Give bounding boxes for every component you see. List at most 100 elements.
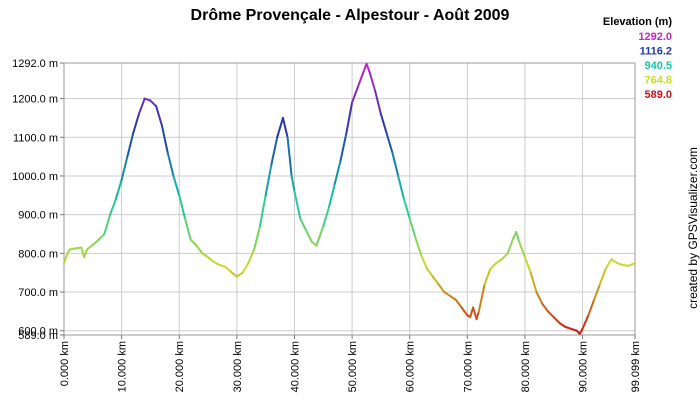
elevation-segment bbox=[172, 174, 181, 197]
legend: Elevation (m) 1292.0 1116.2 940.5 764.8 589.… bbox=[603, 16, 672, 101]
elevation-segment bbox=[149, 99, 158, 108]
elevation-segment bbox=[500, 252, 509, 261]
elevation-segment bbox=[587, 298, 596, 317]
elevation-segment bbox=[604, 258, 613, 270]
elevation-segment bbox=[541, 302, 550, 313]
elevation-segment bbox=[281, 116, 289, 139]
elevation-segment bbox=[132, 113, 140, 135]
x-tick-label: 10.000 km bbox=[117, 341, 129, 392]
elevation-segment bbox=[426, 267, 434, 278]
elevation-segment bbox=[247, 248, 256, 265]
legend-item: 589.0 bbox=[644, 89, 672, 101]
elevation-segment bbox=[322, 205, 331, 228]
elevation-segment bbox=[286, 136, 293, 177]
elevation-segment bbox=[431, 275, 440, 286]
elevation-segment bbox=[368, 70, 377, 92]
elevation-segment bbox=[472, 306, 478, 321]
y-tick-label: 600.0 m bbox=[18, 326, 58, 338]
x-tick-label: 70.000 km bbox=[462, 341, 474, 392]
elevation-segment bbox=[489, 262, 498, 270]
elevation-segment bbox=[391, 151, 400, 177]
elevation-segment bbox=[137, 97, 146, 116]
elevation-segment bbox=[114, 178, 123, 201]
elevation-segment bbox=[126, 132, 135, 158]
y-tick-label: 1100.0 m bbox=[13, 132, 58, 144]
x-axis-ticks: 0.000 km 10.000 km 20.000 km 30.000 km 40.00… bbox=[59, 335, 642, 392]
elevation-segment bbox=[351, 85, 359, 104]
elevation-segment bbox=[178, 194, 187, 220]
elevation-segment bbox=[449, 294, 457, 301]
credit-text: created by GPSVisualizer.com bbox=[686, 147, 700, 309]
elevation-segment bbox=[598, 267, 607, 286]
elevation-segment bbox=[103, 213, 112, 236]
elevation-segment bbox=[397, 174, 405, 201]
x-tick-label: 40.000 km bbox=[289, 341, 301, 392]
legend-item: 1116.2 bbox=[640, 46, 672, 58]
y-tick-label: 800.0 m bbox=[18, 248, 58, 260]
elevation-segment bbox=[570, 327, 578, 332]
elevation-segment bbox=[212, 260, 221, 266]
elevation-segment bbox=[86, 243, 94, 251]
elevation-segment bbox=[276, 116, 284, 139]
elevation-segment bbox=[379, 113, 388, 135]
elevation-segment bbox=[155, 105, 163, 127]
elevation-segment bbox=[91, 238, 100, 246]
x-tick-label: 30.000 km bbox=[232, 341, 244, 392]
x-tick-label: 60.000 km bbox=[405, 341, 417, 392]
elevation-segment bbox=[224, 265, 233, 273]
elevation-series bbox=[63, 62, 636, 335]
elevation-segment bbox=[535, 291, 544, 305]
y-tick-label: 1000.0 m bbox=[12, 171, 58, 183]
elevation-segment bbox=[328, 182, 336, 208]
elevation-segment bbox=[201, 252, 210, 259]
elevation-segment bbox=[420, 254, 429, 270]
elevation-segment bbox=[477, 283, 486, 313]
elevation-segment bbox=[581, 314, 590, 330]
elevation-segment bbox=[529, 271, 538, 294]
elevation-segment bbox=[218, 263, 227, 268]
elevation-segment bbox=[365, 62, 371, 73]
elevation-segment bbox=[414, 236, 423, 257]
elevation-segment bbox=[385, 132, 394, 154]
plot-border bbox=[63, 62, 636, 336]
elevation-segment bbox=[230, 270, 238, 278]
elevation-segment bbox=[483, 267, 492, 286]
legend-title: Elevation (m) bbox=[603, 16, 672, 28]
elevation-segment bbox=[506, 236, 515, 255]
elevation-segment bbox=[143, 97, 152, 102]
elevation-segment bbox=[195, 244, 204, 255]
elevation-segment bbox=[293, 190, 302, 220]
elevation-segment bbox=[258, 194, 267, 228]
elevation-segment bbox=[290, 174, 296, 193]
elevation-segment bbox=[97, 233, 106, 241]
elevation-segment bbox=[374, 89, 382, 116]
elevation-segment bbox=[299, 217, 308, 232]
legend-item: 764.8 bbox=[644, 75, 672, 87]
elevation-segment bbox=[475, 310, 480, 321]
elevation-segment bbox=[593, 283, 601, 301]
x-tick-label: 0.000 km bbox=[59, 341, 71, 386]
x-tick-label: 80.000 km bbox=[520, 341, 532, 392]
elevation-segment bbox=[402, 198, 411, 220]
elevation-segment bbox=[454, 298, 463, 309]
elevation-segment bbox=[333, 159, 342, 185]
y-tick-label: 700.0 m bbox=[18, 287, 58, 299]
elevation-segment bbox=[547, 310, 555, 319]
plot-frame bbox=[63, 62, 636, 336]
elevation-segment bbox=[264, 163, 273, 197]
x-tick-label: 99.099 km bbox=[630, 341, 642, 392]
elevation-segment bbox=[443, 291, 452, 297]
y-tick-label: 900.0 m bbox=[18, 210, 58, 222]
elevation-segment bbox=[315, 225, 325, 247]
elevation-segment bbox=[80, 246, 86, 259]
elevation-segment bbox=[270, 136, 279, 166]
legend-item: 940.5 bbox=[644, 60, 672, 72]
elevation-segment bbox=[63, 252, 69, 265]
elevation-segment bbox=[523, 256, 532, 274]
elevation-segment bbox=[552, 316, 561, 325]
elevation-segment bbox=[408, 217, 417, 239]
elevation-segment bbox=[160, 124, 169, 154]
elevation-segment bbox=[564, 325, 573, 330]
elevation-segment bbox=[235, 271, 244, 278]
elevation-segment bbox=[518, 240, 526, 259]
